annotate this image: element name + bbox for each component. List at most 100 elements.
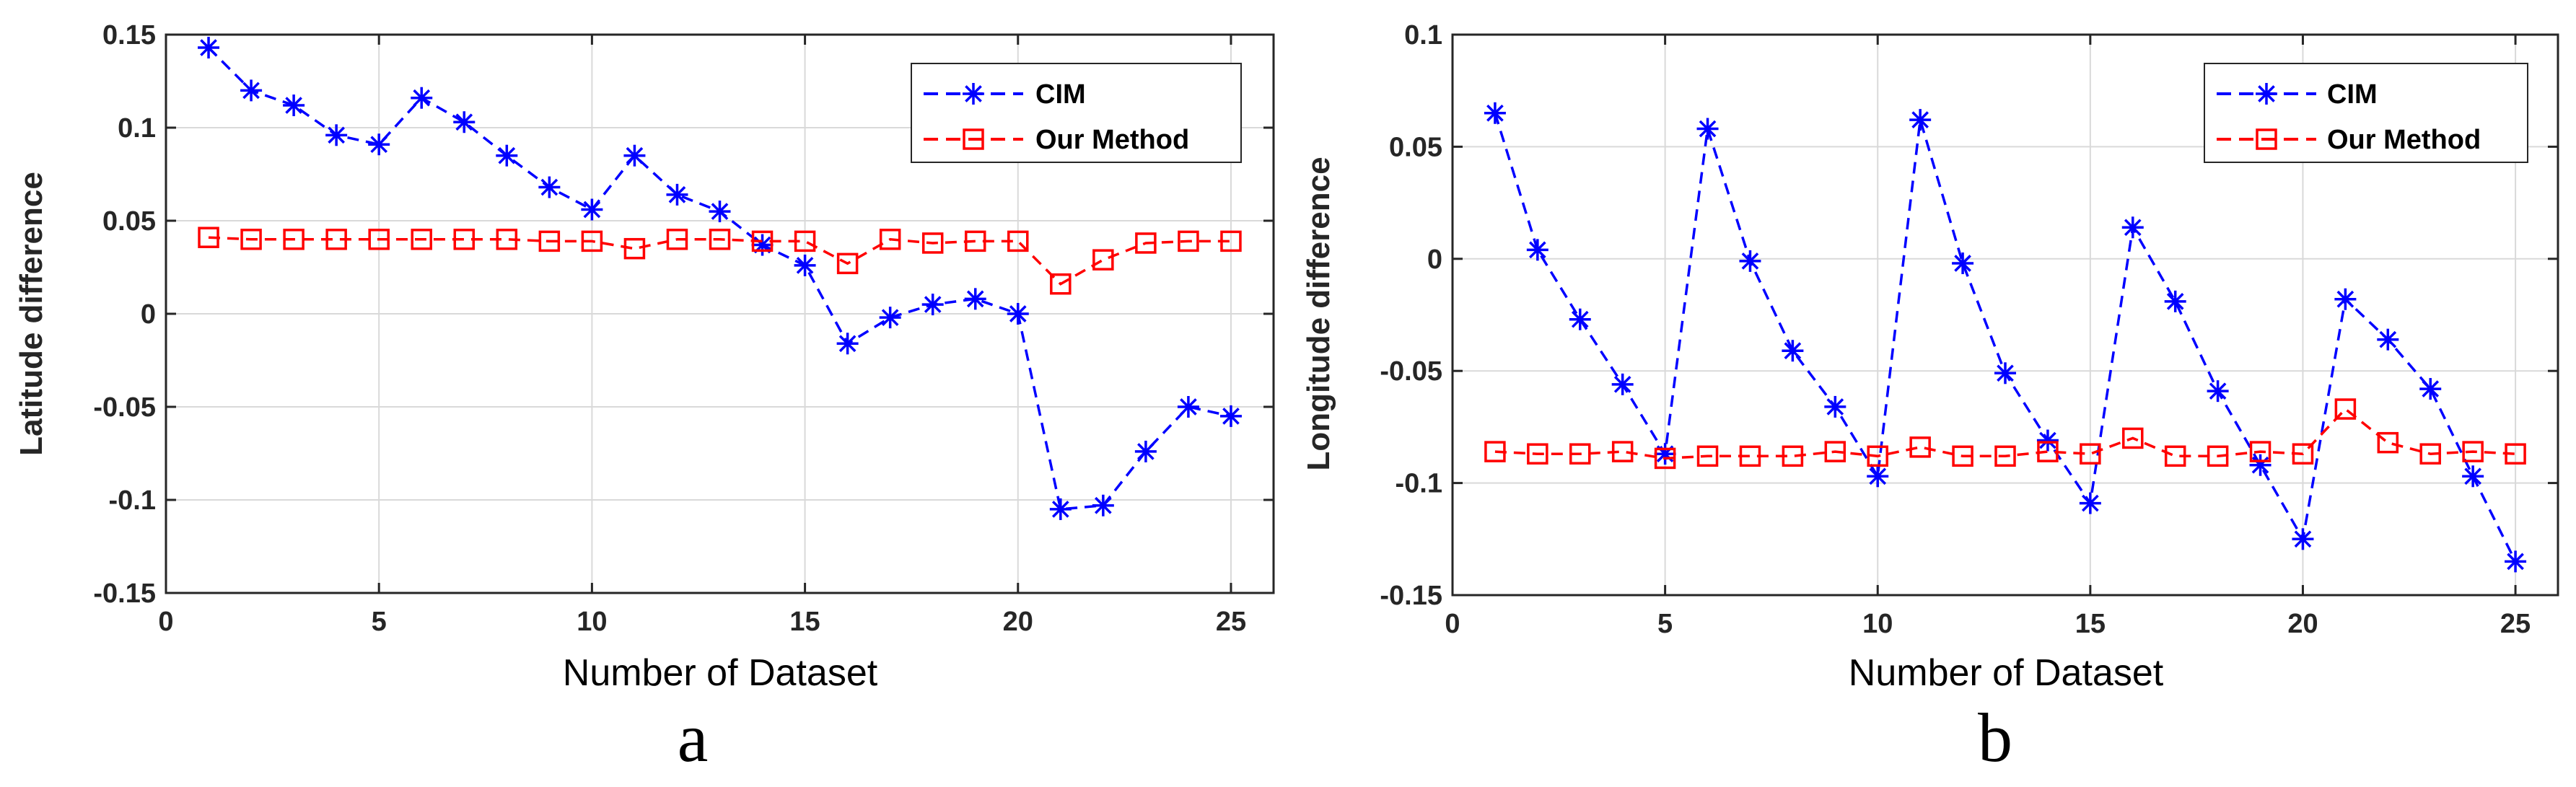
- marker-stroke: [1095, 496, 1112, 514]
- marker-stroke: [966, 290, 984, 308]
- data-point-cim: [879, 307, 901, 329]
- data-point-cim: [1611, 373, 1634, 395]
- data-point-cim: [368, 133, 390, 156]
- marker-stroke: [2507, 553, 2524, 571]
- data-point-cim: [2164, 290, 2186, 312]
- marker-square: [1867, 445, 1888, 467]
- data-point-our-method: [1994, 445, 2016, 467]
- marker-square: [1824, 441, 1846, 462]
- marker-square: [2419, 443, 2441, 465]
- data-point-our-method: [666, 229, 688, 250]
- x-tick-label: 20: [1003, 607, 1033, 637]
- data-point-our-method: [2080, 443, 2101, 465]
- marker-stroke: [711, 203, 729, 220]
- y-tick-label: 0: [1427, 245, 1442, 275]
- data-point-our-method: [921, 232, 944, 254]
- legend-label-cim: CIM: [2327, 79, 2378, 110]
- y-tick-label: 0.1: [1404, 20, 1442, 50]
- marker-stroke: [965, 85, 982, 102]
- marker-square: [1654, 447, 1676, 470]
- marker-square: [1696, 445, 1719, 467]
- marker-square: [325, 229, 347, 250]
- marker-stroke: [455, 113, 473, 131]
- data-point-cim: [964, 288, 986, 310]
- data-point-our-method: [1178, 230, 1199, 252]
- latitude-chart-panel: 0 5 10 15 20 25 -0.15 -0.1 -0.05 0 0.05 0.1 0.15 Lat…: [14, 20, 1275, 776]
- latitude-legend-cim: CIM: [924, 79, 1086, 110]
- data-point-our-method: [1739, 445, 1761, 467]
- data-point-cim: [2079, 492, 2101, 514]
- data-point-our-method: [1484, 441, 1506, 462]
- marker-square: [2080, 443, 2101, 465]
- data-point-cim: [581, 198, 603, 221]
- data-point-cim: [2334, 288, 2357, 310]
- x-tick-label: 10: [1862, 609, 1893, 639]
- marker-square: [496, 229, 518, 250]
- square-marker-icon: [963, 128, 984, 150]
- longitude-ticks: 0 5 10 15 20 25 -0.15 -0.1 -0.05 0 0.05 0.1: [1380, 20, 2558, 639]
- marker-square: [1739, 445, 1761, 467]
- marker-square: [2292, 443, 2314, 465]
- marker-stroke: [1180, 398, 1197, 416]
- marker-stroke: [881, 309, 899, 326]
- data-point-cim: [538, 176, 561, 198]
- marker-stroke: [1529, 241, 1546, 259]
- marker-square: [283, 229, 305, 250]
- data-point-our-method: [836, 252, 859, 275]
- legend-label-our-method: Our Method: [2327, 125, 2481, 155]
- marker-stroke: [1741, 252, 1759, 270]
- latitude-x-axis-label: Number of Dataset: [563, 652, 878, 694]
- data-point-our-method: [411, 229, 432, 250]
- marker-stroke: [924, 296, 942, 313]
- marker-square: [411, 229, 432, 250]
- data-point-our-method: [751, 230, 774, 252]
- legend-label-our-method: Our Method: [1035, 125, 1189, 155]
- marker-square: [751, 230, 774, 252]
- marker-stroke: [796, 257, 814, 274]
- marker-square: [1484, 441, 1506, 462]
- y-tick-label: -0.05: [1380, 356, 1442, 387]
- data-point-cim: [1049, 498, 1072, 520]
- asterisk-marker-icon: [963, 83, 984, 105]
- data-point-our-method: [1867, 445, 1888, 467]
- y-tick-label: -0.15: [1380, 581, 1442, 611]
- data-point-our-method: [325, 229, 347, 250]
- marker-stroke: [1911, 111, 1929, 128]
- marker-stroke: [1137, 443, 1155, 460]
- longitude-legend-our-method: Our Method: [2217, 125, 2481, 155]
- data-point-cim: [2505, 550, 2527, 573]
- longitude-x-axis-label: Number of Dataset: [1849, 652, 2164, 694]
- data-point-cim: [1007, 303, 1029, 325]
- marker-square: [623, 237, 646, 260]
- marker-square: [538, 230, 561, 252]
- data-point-cim: [1867, 465, 1889, 488]
- series-cim: [1484, 102, 2527, 573]
- marker-stroke: [328, 126, 345, 144]
- data-point-cim: [2036, 429, 2059, 452]
- latitude-legend-our-method: Our Method: [924, 125, 1189, 155]
- x-tick-label: 0: [158, 607, 173, 637]
- marker-stroke: [2082, 494, 2099, 512]
- data-point-our-method: [2207, 445, 2229, 467]
- marker-stroke: [1222, 408, 1240, 425]
- data-point-our-method: [2164, 445, 2186, 467]
- marker-stroke: [2464, 467, 2481, 485]
- latitude-axes-box: [165, 33, 1275, 594]
- legend-marker-shape: [963, 128, 984, 150]
- data-point-our-method: [2462, 441, 2484, 462]
- series-line-our-method: [208, 236, 1231, 286]
- data-point-cim: [2249, 454, 2271, 476]
- marker-square: [368, 229, 390, 250]
- marker-stroke: [1699, 120, 1717, 138]
- marker-square: [879, 229, 901, 250]
- marker-stroke: [668, 186, 686, 203]
- latitude-y-axis-label: Latitude difference: [14, 172, 49, 456]
- data-point-our-method: [623, 237, 646, 260]
- data-point-cim: [1782, 340, 1804, 362]
- marker-stroke: [242, 82, 260, 100]
- data-point-our-method: [240, 229, 262, 250]
- data-point-our-method: [2249, 441, 2271, 462]
- data-point-our-method: [453, 229, 476, 250]
- data-point-cim: [1739, 250, 1761, 272]
- data-point-cim: [1177, 396, 1199, 418]
